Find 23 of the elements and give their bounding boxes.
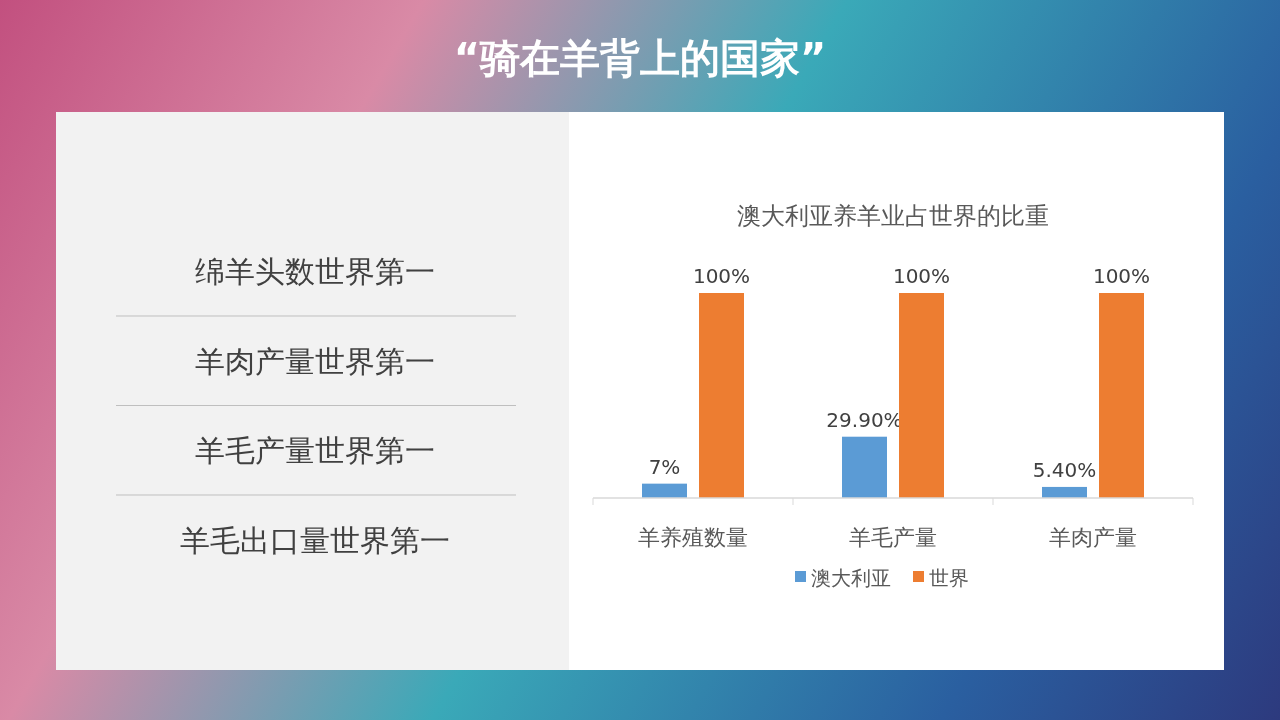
bar	[1099, 293, 1144, 498]
bar	[1042, 486, 1087, 498]
text: 羊肉产量世界第一	[195, 343, 435, 379]
bar	[899, 293, 944, 498]
text: 羊毛出口量世界第一	[180, 522, 450, 558]
x-tick-label: 羊养殖数量	[638, 525, 748, 550]
data-label: 100%	[1092, 264, 1151, 288]
legend-label: 世界	[929, 566, 969, 590]
text: 绵羊头数世界第一	[195, 254, 435, 289]
bar	[842, 436, 887, 498]
data-label: 100%	[692, 264, 751, 288]
data-label: 5.40%	[1032, 457, 1097, 482]
chart-title: 澳大利亚养羊业占世界的比重	[737, 202, 1049, 230]
text: “骑在羊背上的国家”	[453, 35, 827, 81]
x-tick-label: 羊肉产量	[1049, 525, 1137, 550]
data-label: 100%	[892, 264, 951, 288]
data-label: 29.90%	[826, 407, 903, 432]
text: 羊毛产量世界第一	[195, 433, 435, 468]
x-tick-label: 羊毛产量	[849, 525, 937, 550]
bar	[642, 483, 687, 498]
legend-label: 澳大利亚	[811, 566, 891, 590]
bar	[699, 293, 744, 498]
data-label: 7%	[648, 454, 681, 479]
